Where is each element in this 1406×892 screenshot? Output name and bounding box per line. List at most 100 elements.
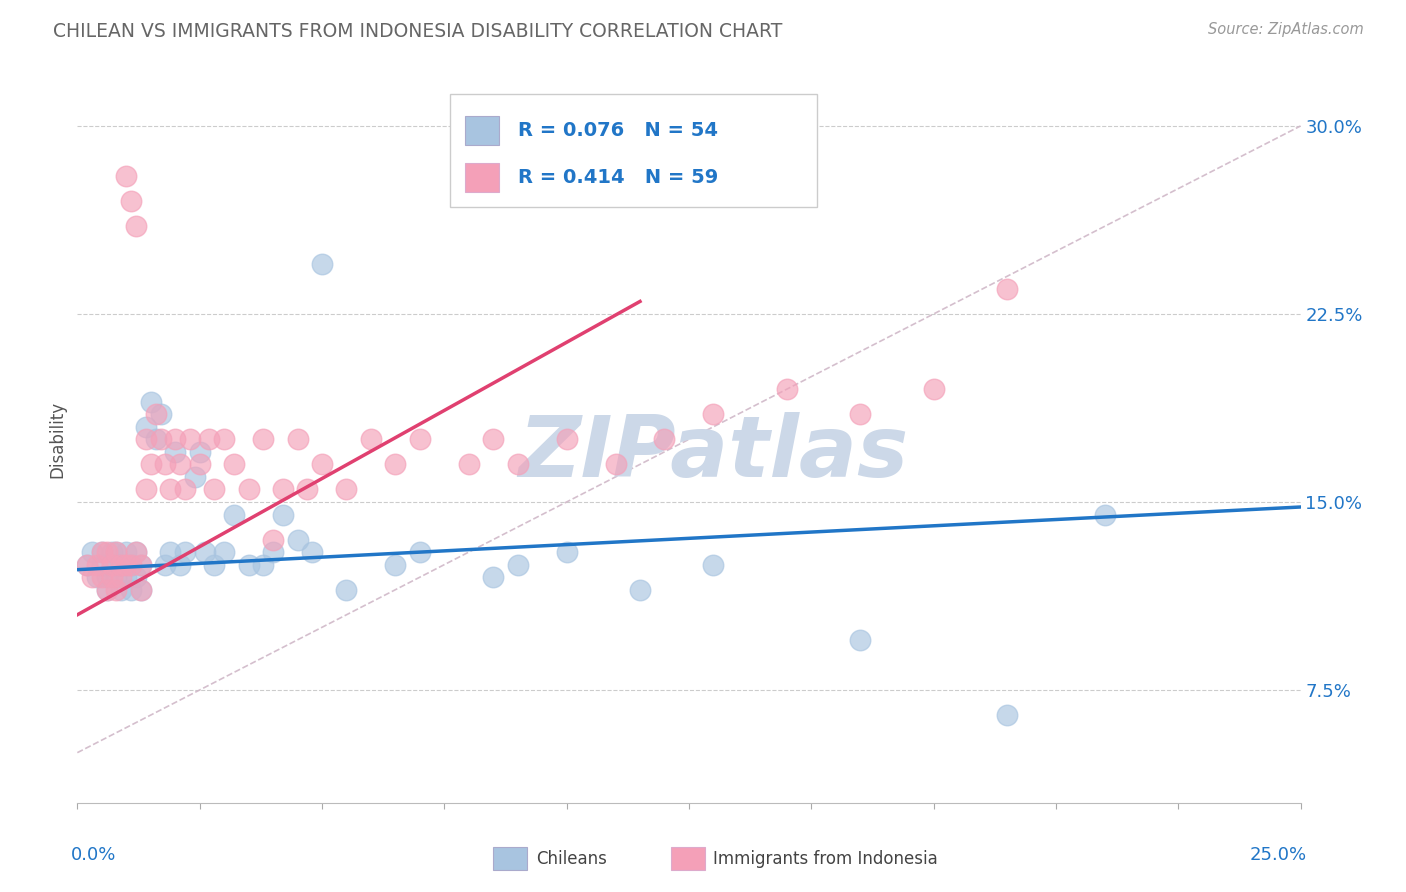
Point	[238, 558, 260, 572]
Point	[110, 570, 132, 584]
Point	[222, 508, 245, 522]
Point	[271, 508, 294, 522]
Point	[129, 582, 152, 597]
Point	[155, 458, 177, 472]
Point	[271, 483, 294, 497]
Point	[110, 558, 132, 572]
Point	[702, 558, 724, 572]
Point	[702, 407, 724, 421]
FancyBboxPatch shape	[450, 94, 817, 207]
Point	[188, 445, 211, 459]
Point	[90, 545, 112, 559]
Text: R = 0.414   N = 59: R = 0.414 N = 59	[517, 168, 718, 187]
Point	[105, 545, 128, 559]
Point	[120, 558, 142, 572]
Point	[628, 582, 651, 597]
Point	[849, 632, 872, 647]
Point	[311, 458, 333, 472]
Point	[96, 582, 118, 597]
Point	[165, 433, 187, 447]
Point	[110, 582, 132, 597]
Point	[145, 433, 167, 447]
Point	[995, 708, 1018, 723]
Point	[125, 570, 148, 584]
Point	[212, 433, 235, 447]
Point	[174, 545, 197, 559]
Point	[139, 394, 162, 409]
Point	[457, 458, 479, 472]
Text: Chileans: Chileans	[536, 850, 607, 868]
Point	[202, 558, 225, 572]
Point	[96, 570, 118, 584]
Point	[262, 533, 284, 547]
Point	[129, 582, 152, 597]
Point	[155, 558, 177, 572]
Point	[238, 483, 260, 497]
Point	[115, 570, 138, 584]
Point	[311, 257, 333, 271]
Point	[174, 483, 197, 497]
FancyBboxPatch shape	[465, 163, 499, 192]
FancyBboxPatch shape	[494, 847, 527, 871]
Point	[169, 558, 191, 572]
Text: CHILEAN VS IMMIGRANTS FROM INDONESIA DISABILITY CORRELATION CHART: CHILEAN VS IMMIGRANTS FROM INDONESIA DIS…	[53, 22, 783, 41]
Point	[506, 558, 529, 572]
Point	[76, 558, 98, 572]
Point	[115, 169, 138, 183]
Point	[100, 570, 122, 584]
Point	[100, 558, 122, 572]
Point	[202, 483, 225, 497]
Point	[555, 545, 578, 559]
Point	[384, 558, 406, 572]
Y-axis label: Disability: Disability	[48, 401, 66, 478]
Point	[482, 570, 505, 584]
Point	[212, 545, 235, 559]
Point	[139, 458, 162, 472]
Point	[149, 433, 172, 447]
Point	[100, 545, 122, 559]
Point	[120, 194, 142, 209]
Point	[297, 483, 319, 497]
Point	[110, 558, 132, 572]
Point	[335, 483, 357, 497]
Text: 0.0%: 0.0%	[72, 847, 117, 864]
Point	[135, 419, 157, 434]
Point	[335, 582, 357, 597]
Point	[125, 545, 148, 559]
Text: R = 0.076   N = 54: R = 0.076 N = 54	[517, 120, 717, 140]
Point	[120, 582, 142, 597]
Point	[105, 545, 128, 559]
Point	[115, 545, 138, 559]
Point	[149, 407, 172, 421]
FancyBboxPatch shape	[671, 847, 704, 871]
Point	[252, 433, 274, 447]
Point	[506, 458, 529, 472]
Text: ZIPatlas: ZIPatlas	[519, 412, 908, 495]
Point	[125, 219, 148, 234]
Point	[125, 545, 148, 559]
Point	[165, 445, 187, 459]
Point	[169, 458, 191, 472]
Point	[115, 558, 138, 572]
Point	[86, 558, 108, 572]
Point	[96, 545, 118, 559]
Point	[252, 558, 274, 572]
Point	[86, 570, 108, 584]
Point	[555, 433, 578, 447]
Point	[105, 570, 128, 584]
Point	[776, 382, 799, 396]
FancyBboxPatch shape	[465, 116, 499, 145]
Point	[179, 433, 201, 447]
Point	[849, 407, 872, 421]
Text: Source: ZipAtlas.com: Source: ZipAtlas.com	[1208, 22, 1364, 37]
Point	[145, 407, 167, 421]
Point	[96, 582, 118, 597]
Point	[90, 570, 112, 584]
Point	[80, 570, 103, 584]
Point	[135, 433, 157, 447]
Point	[409, 545, 432, 559]
Point	[76, 558, 98, 572]
Point	[409, 433, 432, 447]
Point	[922, 382, 945, 396]
Point	[159, 545, 181, 559]
